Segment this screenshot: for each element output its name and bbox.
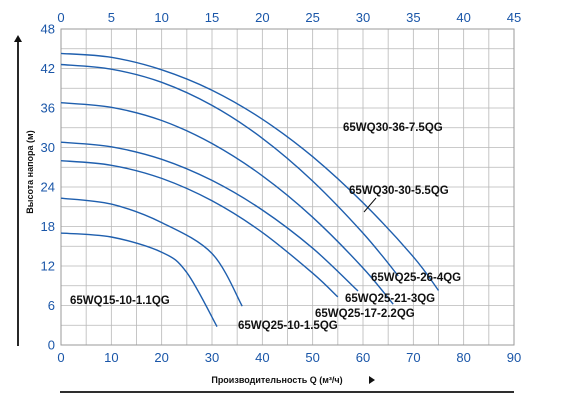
x-tick-label: 80 (456, 350, 470, 365)
series-curve-2 (60, 63, 399, 277)
axis-decor (14, 35, 514, 393)
label-leader-line (363, 197, 377, 213)
x2-tick-label: 40 (456, 10, 470, 25)
x-tick-label: 10 (104, 350, 118, 365)
series-labels: 65WQ30-36-7.5QG 65WQ30-30-5.5QG 65WQ25-26-… (70, 122, 461, 332)
series-label-3: 65WQ25-26-4QG (371, 272, 461, 284)
x2-tick-label: 20 (255, 10, 269, 25)
x2-tick-label: 15 (205, 10, 219, 25)
series-label-2: 65WQ30-30-5.5QG (349, 185, 449, 197)
x2-tick-label: 45 (507, 10, 521, 25)
x-tick-label: 20 (154, 350, 168, 365)
x-tick-label: 50 (305, 350, 319, 365)
x-tick-label: 60 (356, 350, 370, 365)
series-curve-7 (60, 232, 218, 327)
series-curve-6 (60, 197, 243, 307)
series-curve-4 (60, 141, 359, 292)
y-tick-label: 42 (41, 61, 55, 76)
y-tick-label: 18 (41, 219, 55, 234)
x-tick-label: 30 (205, 350, 219, 365)
x-axis-title: Производительность Q (м³/ч) (211, 375, 342, 385)
y-tick-label: 48 (41, 22, 55, 37)
x-tick-label: 0 (57, 350, 64, 365)
series-label-5: 65WQ25-17-2.2QG (315, 308, 415, 320)
x-tick-label: 40 (255, 350, 269, 365)
x2-tick-label: 30 (356, 10, 370, 25)
series-label-4: 65WQ25-21-3QG (345, 293, 435, 305)
y-axis-arrow-icon (14, 35, 22, 42)
x2-tick-label: 0 (57, 10, 64, 25)
y-tick-label: 30 (41, 140, 55, 155)
series-label-1: 65WQ30-36-7.5QG (343, 122, 443, 134)
curves (60, 52, 440, 327)
tick-labels: 0 10 20 30 40 50 60 70 80 90 0 5 10 15 20 25 30 35 40 45 0 6 1… (41, 10, 522, 365)
x2-tick-label: 10 (154, 10, 168, 25)
series-curve-3 (60, 102, 394, 305)
y-tick-label: 12 (41, 259, 55, 274)
series-curve-5 (60, 160, 339, 298)
y-tick-label: 24 (41, 180, 55, 195)
x-tick-label: 90 (507, 350, 521, 365)
y-tick-label: 6 (48, 298, 55, 313)
x-axis-arrow-icon (369, 376, 375, 384)
x-tick-label: 70 (406, 350, 420, 365)
series-curve-1 (60, 52, 440, 291)
y-tick-label: 36 (41, 101, 55, 116)
x2-tick-label: 25 (305, 10, 319, 25)
grid (60, 28, 515, 346)
plot-frame (60, 28, 515, 346)
y-axis-title: Высота напора (м) (25, 130, 35, 213)
x2-tick-label: 5 (108, 10, 115, 25)
x2-tick-label: 35 (406, 10, 420, 25)
series-label-7: 65WQ15-10-1.1QG (70, 295, 170, 307)
series-label-6: 65WQ25-10-1.5QG (238, 320, 338, 332)
y-tick-label: 0 (48, 338, 55, 353)
